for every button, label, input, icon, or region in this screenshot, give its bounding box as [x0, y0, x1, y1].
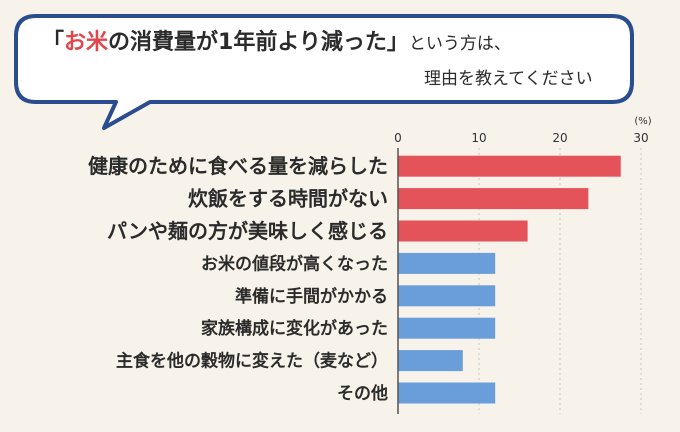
bracket-open: 「	[42, 30, 65, 55]
category-label: お米の値段が高くなった	[201, 253, 388, 274]
x-tick-label: 0	[394, 131, 402, 145]
category-label: その他	[337, 383, 388, 404]
category-label: 準備に手間がかかる	[235, 286, 388, 307]
category-label: パンや麺の方が美味しく感じる	[107, 219, 388, 243]
question-title: 「お米の消費量が1年前より減った」という方は、	[42, 24, 511, 56]
unit-label: (%)	[634, 116, 651, 127]
bar	[398, 188, 589, 210]
question-subtitle: 理由を教えてください	[424, 69, 593, 89]
title-accent: お米	[64, 30, 109, 55]
bar	[398, 252, 496, 274]
bar	[398, 317, 496, 339]
bar	[398, 155, 621, 177]
bar	[398, 382, 496, 404]
category-label: 健康のために食べる量を減らした	[88, 154, 388, 178]
title-quote: の消費量が1年前より減った」	[108, 30, 409, 55]
x-tick-label: 20	[552, 131, 567, 145]
x-tick-label: 30	[633, 131, 648, 145]
bar	[398, 285, 496, 307]
bar	[398, 220, 528, 242]
category-label: 炊飯をする時間がない	[188, 187, 388, 211]
category-label: 主食を他の穀物に変えた（麦など）	[116, 351, 388, 372]
category-label: 家族構成に変化があった	[201, 318, 388, 339]
speech-bubble	[14, 14, 634, 130]
title-tail: という方は、	[408, 34, 511, 54]
bar	[398, 350, 463, 372]
x-tick-label: 10	[471, 131, 486, 145]
